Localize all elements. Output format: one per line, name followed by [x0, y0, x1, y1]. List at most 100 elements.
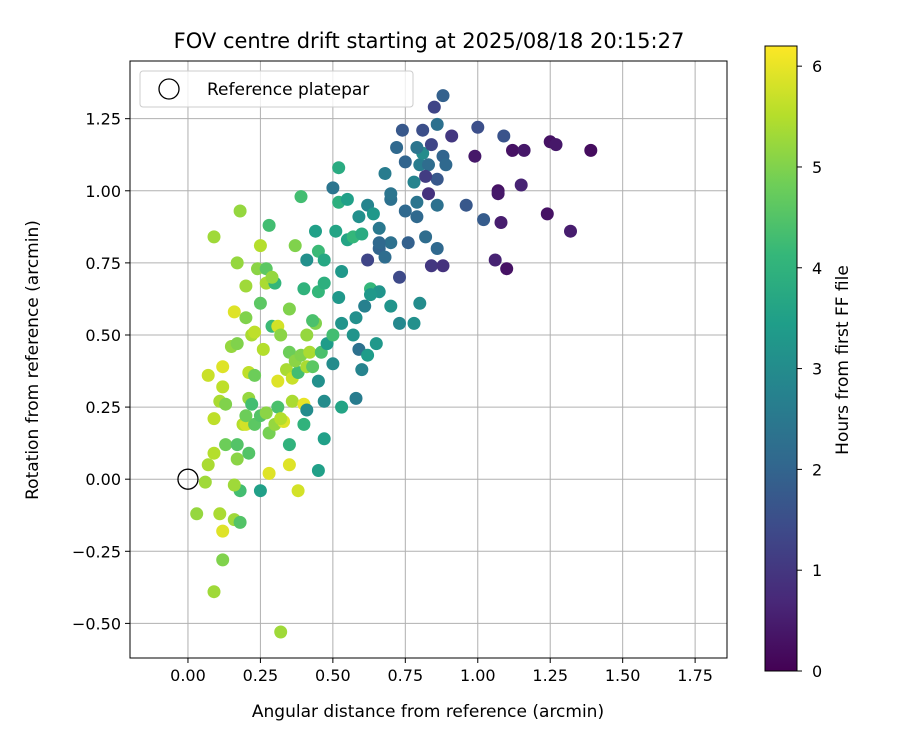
scatter-point: [378, 167, 392, 180]
colorbar-tick-label: 0: [812, 662, 822, 681]
scatter-point: [239, 279, 253, 293]
scatter-point: [491, 187, 505, 201]
scatter-point: [216, 553, 230, 567]
scatter-point: [282, 438, 296, 452]
scatter-point: [395, 123, 409, 137]
scatter-point: [384, 187, 398, 201]
scatter-point: [540, 207, 554, 221]
scatter-point: [253, 484, 267, 498]
scatter-point: [401, 236, 415, 250]
scatter-point: [288, 239, 302, 253]
scatter-point: [410, 195, 424, 209]
scatter-point: [436, 259, 450, 273]
scatter-point: [306, 314, 320, 328]
scatter-point: [349, 391, 363, 405]
scatter-point: [294, 190, 308, 204]
scatter-point: [230, 337, 244, 351]
scatter-point: [384, 299, 398, 313]
scatter-point: [256, 342, 270, 356]
scatter-point: [358, 299, 372, 313]
scatter-point: [407, 316, 421, 330]
scatter-point: [517, 143, 531, 157]
x-tick-label: 0.00: [170, 666, 206, 685]
scatter-point: [378, 250, 392, 264]
scatter-point: [419, 230, 433, 244]
legend-marker-open-circle: [158, 78, 180, 100]
scatter-point: [274, 625, 288, 639]
reference-point-group: [177, 468, 199, 490]
scatter-point: [213, 507, 227, 521]
scatter-point: [207, 412, 221, 426]
scatter-point: [274, 412, 288, 426]
scatter-point: [303, 345, 317, 359]
scatter-point: [207, 230, 221, 244]
colorbar-tick-label: 6: [812, 57, 822, 76]
scatter-point: [361, 348, 375, 362]
x-tick-label: 0.75: [388, 666, 424, 685]
scatter-point: [413, 296, 427, 310]
scatter-point: [326, 181, 340, 195]
scatter-point: [317, 394, 331, 408]
scatter-point: [372, 236, 386, 250]
scatter-point: [207, 446, 221, 460]
legend-box: [139, 70, 414, 108]
scatter-point: [311, 374, 325, 388]
colorbar-tick-label: 5: [812, 158, 822, 177]
colorbar-ticks: 0 1 2 3 4 5 6: [797, 57, 822, 681]
y-tick-label: 0.00: [85, 470, 121, 489]
colorbar-tick-label: 3: [812, 360, 822, 379]
legend-label: Reference platepar: [207, 80, 369, 100]
scatter-point: [393, 316, 406, 330]
x-tick-label: 1.75: [677, 666, 713, 685]
scatter-point: [282, 302, 296, 316]
scatter-point: [340, 192, 354, 206]
scatter-point: [497, 129, 511, 143]
scatter-point: [355, 227, 369, 241]
y-axis-label: Rotation from reference (arcmin): [23, 220, 43, 500]
scatter-point: [311, 464, 325, 477]
scatter-point: [468, 149, 482, 163]
scatter-point: [564, 224, 577, 238]
y-tick-label: −0.50: [72, 614, 121, 633]
scatter-point: [219, 438, 233, 452]
scatter-point: [352, 210, 366, 224]
scatter-point: [471, 120, 485, 134]
scatter-point: [201, 458, 215, 472]
scatter-point: [346, 328, 360, 342]
scatter-point: [242, 446, 256, 460]
scatter-point: [335, 316, 349, 330]
scatter-point: [332, 291, 346, 304]
y-tick-label: 1.00: [85, 182, 121, 201]
plot-frame: [129, 60, 728, 659]
scatter-point: [317, 432, 331, 446]
scatter-point: [239, 311, 253, 325]
scatter-point: [271, 374, 285, 388]
scatter-point: [230, 452, 244, 466]
scatter-point: [198, 475, 212, 489]
scatter-point: [300, 328, 314, 342]
scatter-point: [300, 253, 314, 267]
colorbar-tick-label: 2: [812, 460, 822, 479]
scatter-point: [216, 380, 230, 394]
scatter-point: [233, 515, 247, 529]
scatter-point: [306, 360, 320, 374]
scatter-point: [422, 187, 435, 201]
scatter-point: [262, 218, 276, 232]
scatter-point: [430, 117, 444, 131]
scatter-point: [297, 417, 311, 431]
legend: Reference platepar: [139, 70, 414, 108]
scatter-point: [430, 242, 444, 255]
scatter-point: [445, 129, 459, 143]
scatter-point: [477, 213, 491, 227]
colorbar-label: Hours from first FF file: [833, 265, 853, 455]
scatter-point: [398, 204, 412, 218]
y-tick-label: −0.25: [72, 542, 121, 561]
scatter-point: [366, 207, 380, 221]
scatter-point: [201, 368, 215, 382]
scatter-point: [407, 175, 421, 189]
y-tick-label: 0.25: [85, 398, 121, 417]
scatter-point: [248, 368, 262, 382]
scatter-point: [259, 406, 273, 420]
x-tick-label: 1.25: [532, 666, 568, 685]
